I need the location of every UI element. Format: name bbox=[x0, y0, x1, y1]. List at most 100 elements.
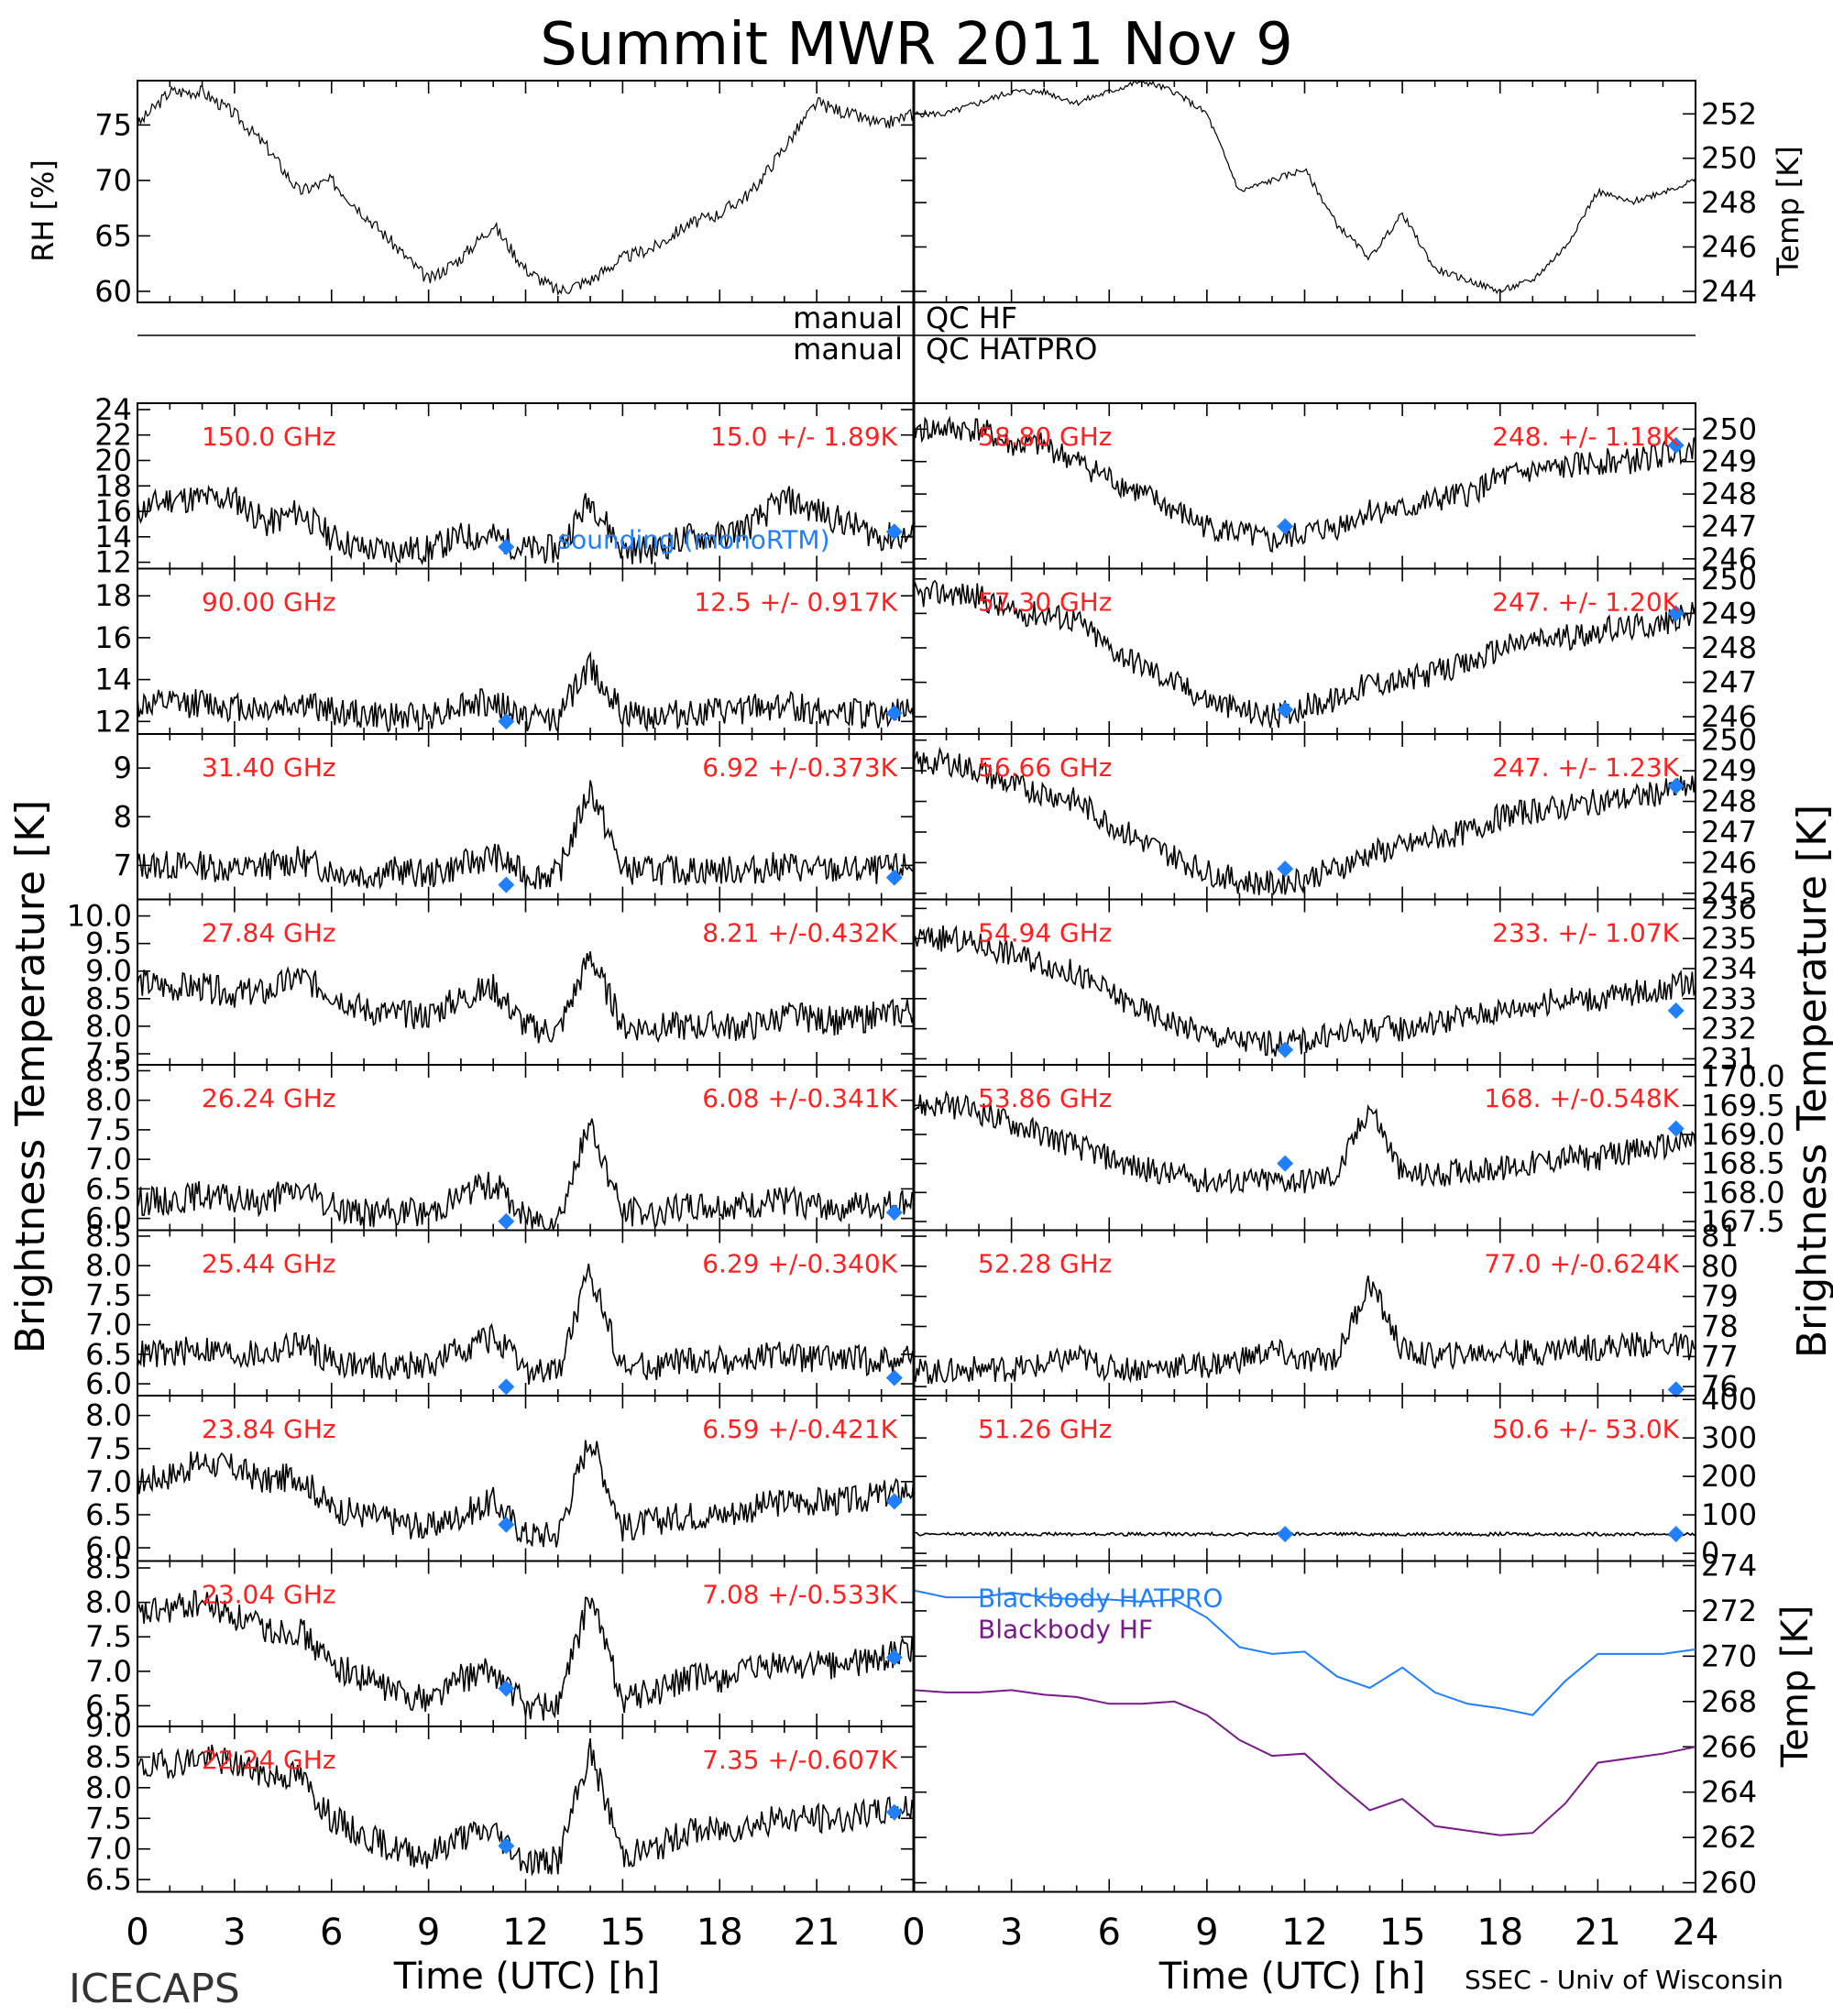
stat-label-31: 6.92 +/-0.373K bbox=[702, 752, 897, 783]
y-tick-label: 169.0 bbox=[1701, 1117, 1785, 1152]
y-tick-label: 12 bbox=[94, 545, 132, 580]
x-tick-label-right: 21 bbox=[1575, 1912, 1621, 1954]
panel-frame-temp bbox=[913, 80, 1696, 303]
y-tick-label: 7.0 bbox=[85, 1464, 132, 1499]
y-tick-label: 9.5 bbox=[85, 926, 132, 961]
y-tick-label: 7.5 bbox=[85, 1619, 132, 1654]
y-tick-label: 264 bbox=[1701, 1775, 1757, 1810]
y-tick-label: 168.0 bbox=[1701, 1175, 1785, 1210]
y-tick-label: 77 bbox=[1701, 1339, 1739, 1374]
series-trace-temp bbox=[913, 80, 1696, 295]
y-tick-label: 6.0 bbox=[85, 1201, 132, 1236]
y-tick-label: 232 bbox=[1701, 1012, 1757, 1046]
x-tick-label-left: 21 bbox=[794, 1912, 840, 1954]
y-tick-label: 246 bbox=[1701, 542, 1757, 576]
y-tick-label: 250 bbox=[1701, 411, 1757, 446]
y-tick-label: 248 bbox=[1701, 784, 1757, 819]
left-time-label: Time (UTC) [h] bbox=[393, 1956, 660, 1998]
y-tick-label: 12 bbox=[94, 704, 132, 739]
sounding-point bbox=[885, 869, 903, 886]
y-tick-label: 22 bbox=[94, 418, 132, 453]
y-tick-label: 250 bbox=[1701, 141, 1757, 176]
stat-label-23-84: 6.59 +/-0.421K bbox=[702, 1414, 897, 1444]
sounding-point bbox=[885, 705, 903, 722]
sounding-point bbox=[498, 1378, 515, 1396]
y-tick-label: 65 bbox=[94, 218, 132, 253]
footer-icecaps: ICECAPS bbox=[69, 1966, 240, 2012]
x-tick-label-right: 6 bbox=[1098, 1912, 1121, 1954]
y-tick-label: 8.5 bbox=[85, 1550, 132, 1585]
series-trace-56-66 bbox=[913, 746, 1696, 896]
y-tick-label: 250 bbox=[1701, 562, 1757, 597]
y-tick-label: 249 bbox=[1701, 444, 1757, 479]
stat-label-52-28: 77.0 +/-0.624K bbox=[1484, 1249, 1679, 1279]
y-tick-label: 14 bbox=[94, 520, 132, 554]
y-tick-label: 168.5 bbox=[1701, 1146, 1785, 1181]
x-tick-label-left: 3 bbox=[223, 1912, 246, 1954]
y-tick-label: 8.5 bbox=[85, 1053, 132, 1088]
freq-label-51-26: 51.26 GHz bbox=[978, 1414, 1113, 1444]
y-tick-label: 6.5 bbox=[85, 1337, 132, 1372]
y-tick-label: 80 bbox=[1701, 1249, 1739, 1284]
freq-label-54-94: 54.94 GHz bbox=[978, 918, 1113, 948]
series-trace-57-30 bbox=[913, 579, 1696, 729]
bb-legend-1: Blackbody HF bbox=[978, 1615, 1153, 1645]
y-tick-label: 20 bbox=[94, 443, 132, 477]
sounding-note: sounding (monoRTM) bbox=[558, 525, 830, 555]
y-tick-label: 7.5 bbox=[85, 1277, 132, 1312]
series-trace-25 bbox=[137, 1263, 915, 1386]
sounding-point bbox=[498, 538, 515, 555]
sounding-point bbox=[1667, 437, 1685, 455]
y-tick-label: 9.0 bbox=[85, 954, 132, 989]
y-tick-label: 7.0 bbox=[85, 1142, 132, 1177]
y-tick-label: 7.5 bbox=[85, 1112, 132, 1147]
x-tick-label-left: 0 bbox=[126, 1912, 148, 1954]
freq-label-27: 27.84 GHz bbox=[202, 918, 336, 948]
y-tick-label: 236 bbox=[1701, 891, 1757, 926]
y-tick-label: 234 bbox=[1701, 951, 1757, 986]
sounding-point bbox=[1667, 777, 1685, 794]
y-tick-label: 249 bbox=[1701, 596, 1757, 630]
stat-label-56-66: 247. +/- 1.23K bbox=[1492, 752, 1679, 783]
stat-label-150: 15.0 +/- 1.89K bbox=[710, 422, 897, 452]
qc-hatpro-label: QC HATPRO bbox=[926, 332, 1097, 367]
sounding-point bbox=[1277, 518, 1294, 535]
y-tick-label: 60 bbox=[94, 274, 132, 309]
y-tick-label: 6.0 bbox=[85, 1366, 132, 1401]
sounding-point bbox=[1667, 1120, 1685, 1137]
y-tick-label: 270 bbox=[1701, 1638, 1757, 1673]
freq-label-25: 25.44 GHz bbox=[202, 1249, 336, 1279]
x-tick-label-right: 3 bbox=[1000, 1912, 1023, 1954]
y-tick-label: 170.0 bbox=[1701, 1059, 1785, 1094]
y-tick-label: 8.0 bbox=[85, 1083, 132, 1118]
freq-label-57-30: 57.30 GHz bbox=[978, 587, 1113, 618]
y-tick-label: 250 bbox=[1701, 723, 1757, 758]
series-trace-26 bbox=[137, 1118, 915, 1233]
sounding-point bbox=[1667, 1526, 1685, 1543]
y-tick-label: 268 bbox=[1701, 1684, 1757, 1719]
sounding-point bbox=[1277, 1041, 1294, 1058]
y-tick-label: 75 bbox=[94, 107, 132, 142]
y-tick-label: 10.0 bbox=[67, 899, 132, 934]
y-tick-label: 76 bbox=[1701, 1369, 1739, 1404]
x-tick-label-right: 9 bbox=[1195, 1912, 1218, 1954]
y-tick-label: 245 bbox=[1701, 876, 1757, 911]
y-tick-label: 248 bbox=[1701, 477, 1757, 511]
y-tick-label: 7.5 bbox=[85, 1431, 132, 1466]
x-tick-label-right: 0 bbox=[902, 1912, 925, 1954]
freq-label-52-28: 52.28 GHz bbox=[978, 1249, 1113, 1279]
qc-manual-hf: manual bbox=[793, 301, 903, 335]
y-tick-label: 14 bbox=[94, 663, 132, 697]
series-trace-54-94 bbox=[913, 925, 1696, 1057]
sounding-point bbox=[1667, 1002, 1685, 1019]
y-tick-label: 262 bbox=[1701, 1820, 1757, 1855]
freq-label-90: 90.00 GHz bbox=[202, 587, 336, 618]
freq-label-150: 150.0 GHz bbox=[202, 422, 336, 452]
y-tick-label: 6.5 bbox=[85, 1497, 132, 1532]
sounding-point bbox=[885, 1204, 903, 1222]
y-tick-label: 272 bbox=[1701, 1594, 1757, 1628]
y-tick-label: 78 bbox=[1701, 1309, 1739, 1344]
stat-label-53-86: 168. +/-0.548K bbox=[1484, 1083, 1679, 1113]
y-tick-label: 8.5 bbox=[85, 1219, 132, 1254]
y-tick-label: 7.0 bbox=[85, 1654, 132, 1689]
